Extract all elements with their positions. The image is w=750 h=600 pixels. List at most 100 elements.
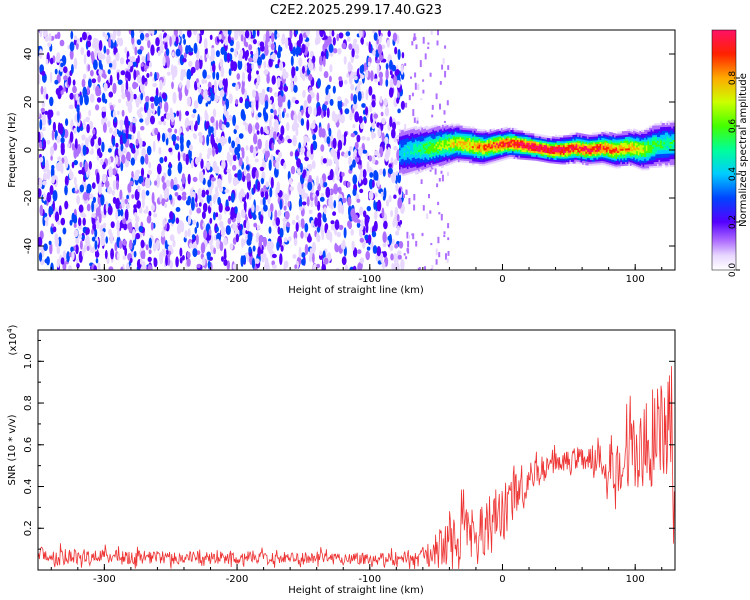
spectrogram-noise-cell [157,131,161,142]
spectrogram-noise-cell [69,49,74,60]
spectrogram-signal-cell [400,134,403,137]
spectrogram-noise-cell [343,102,348,107]
spectrogram-noise-cell [237,143,240,149]
spectrogram-noise-cell [328,75,332,83]
spectrogram-noise-cell [182,33,186,40]
spectrogram-noise-cell [213,126,217,138]
spectrogram-noise-cell [390,210,394,218]
spectrogram-noise-cell [42,172,48,181]
spectrogram-noise-cell [93,59,98,70]
spectrogram-noise-cell [319,55,323,62]
spectrogram-noise-cell [104,180,110,188]
spectrogram-noise-cell [110,248,114,260]
spectrogram-noise-cell [406,231,409,239]
spectrogram-noise-cell [271,264,277,269]
spectrogram-noise-cell [111,168,117,176]
spectrogram-noise-cell [327,35,332,46]
spectrogram-noise-cell [174,143,180,151]
spectrogram-noise-cell [373,199,376,210]
spectrogram-noise-cell [215,212,219,218]
spectrogram-noise-cell [324,101,329,106]
spectrogram-noise-cell [174,192,179,197]
spectrogram-noise-cell [263,125,268,134]
spectrogram-noise-cell [185,153,189,166]
spectrogram-noise-cell [348,156,352,166]
spectrogram-noise-cell [268,159,272,171]
spectrogram-noise-cell [214,166,220,174]
spectrogram-signal-cell [400,151,403,154]
spectrogram-noise-cell [116,220,120,232]
spectrogram-signal-cell [402,143,405,146]
spectrogram-signal-cell [408,145,411,148]
spectrogram-noise-cell [300,218,305,230]
spectrogram-noise-cell [360,219,364,231]
spectrogram-noise-cell [360,74,365,79]
spectrogram-noise-cell [417,85,419,90]
spectrogram-noise-cell [214,142,218,150]
spectrogram-noise-cell [86,123,90,134]
spectrogram-noise-cell [73,223,77,228]
spectrogram-signal-cell [399,167,402,170]
spectrogram-noise-cell [155,239,160,250]
spectrogram-noise-cell [197,94,203,105]
spectrogram-noise-cell [284,210,290,220]
spectrogram-noise-cell [206,52,210,59]
spectrogram-noise-cell [294,151,300,157]
spectrogram-noise-cell [421,232,424,237]
spectrogram-noise-cell [90,137,95,147]
spectrogram-noise-cell [145,205,149,214]
spectrogram-noise-cell [46,168,51,180]
spectrogram-noise-cell [437,201,440,206]
spectrogram-noise-cell [371,129,374,140]
spectrogram-noise-cell [101,53,106,60]
spectrogram-noise-cell [239,96,244,104]
spectrogram-noise-cell [121,196,125,209]
spectrogram-noise-cell [404,124,407,130]
spectrogram-signal-cell [402,145,405,148]
spectrogram-noise-cell [203,89,208,101]
spectrogram-noise-cell [292,254,297,259]
spectrogram-noise-cell [382,168,386,177]
spectrogram-noise-cell [154,127,159,136]
spectrogram-noise-cell [53,142,58,151]
spectrogram-noise-cell [171,81,174,90]
spectrogram-noise-cell [125,80,129,92]
spectrogram-noise-cell [219,241,224,252]
spectrogram-noise-cell [223,104,227,116]
spectrogram-noise-cell [96,155,100,161]
spectrogram-noise-cell [162,218,166,228]
spectrogram-noise-cell [95,219,100,230]
spectrogram-noise-cell [293,113,298,122]
spectrogram-noise-cell [112,59,117,71]
spectrogram-noise-cell [314,217,318,228]
spectrogram-noise-cell [291,219,296,225]
spectrogram-noise-cell [149,71,153,77]
spectrogram-noise-cell [269,87,273,93]
spectrogram-noise-cell [98,69,103,76]
spectrogram-noise-cell [337,47,342,55]
spectrogram-signal-cell [406,138,410,141]
spectrogram-signal-cell [408,133,411,136]
spectrogram-signal-cell [403,167,406,170]
spectrogram-noise-cell [251,63,255,70]
spectrogram-noise-cell [220,66,225,78]
spectrogram-noise-cell [354,75,358,81]
spectrogram-noise-cell [181,195,187,201]
spectrogram-noise-cell [251,257,255,269]
spectrogram-noise-cell [131,147,136,154]
spectrogram-noise-cell [76,195,80,205]
spectrogram-noise-cell [171,134,177,142]
spectrogram-noise-cell [198,170,204,183]
spectrogram-noise-cell [192,108,197,114]
spectrogram-noise-cell [188,148,192,160]
spectrogram-noise-cell [52,226,57,233]
spectrogram-noise-cell [72,79,76,86]
spectrogram-noise-cell [320,192,325,198]
spectrogram-noise-cell [323,206,327,215]
spectrogram-noise-cell [443,120,446,123]
spectrogram-noise-cell [364,214,370,224]
spectrogram-noise-cell [317,200,321,211]
spectrogram-signal-cell [408,154,411,157]
spectrogram-noise-cell [325,229,331,241]
spectrogram-noise-cell [311,241,316,254]
